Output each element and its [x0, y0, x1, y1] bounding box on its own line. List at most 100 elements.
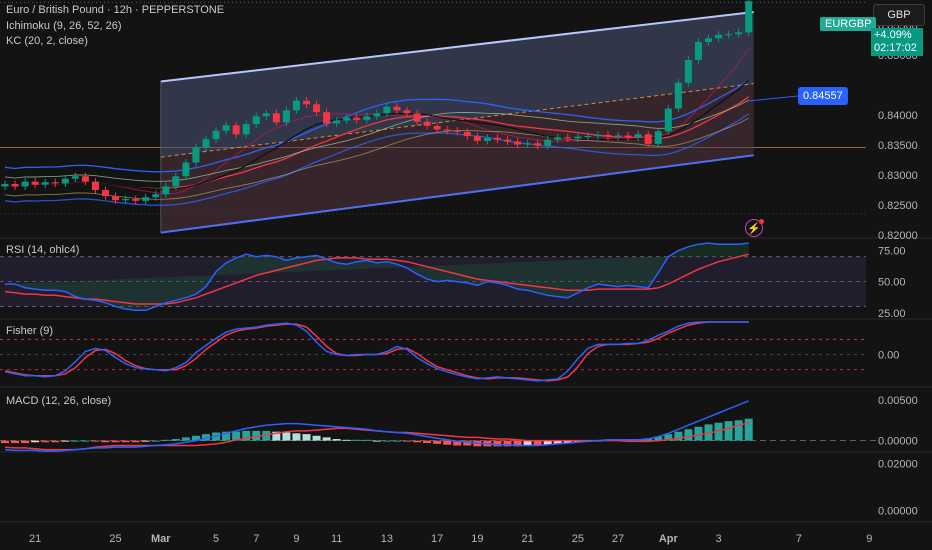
channel-upper-fill: [160, 11, 754, 158]
x-tick-label: 21: [521, 533, 533, 545]
candle-body: [152, 194, 160, 198]
candle-body: [162, 186, 170, 195]
candle-body: [91, 181, 99, 191]
candle-body: [132, 199, 140, 201]
keltner-upper-line: [4, 79, 750, 173]
legend-keltner[interactable]: KC (20, 2, close): [6, 35, 88, 47]
macd-histogram-bar: [111, 440, 120, 443]
macd-signal-line: [4, 422, 749, 451]
macd-tick-label: 0.00500: [878, 395, 918, 407]
candle-body: [654, 131, 662, 144]
macd-histogram-bar: [533, 440, 542, 446]
legend-ichimoku[interactable]: Ichimoku (9, 26, 52, 26): [6, 20, 122, 32]
candle-body: [51, 182, 59, 184]
candle-body: [483, 137, 491, 141]
macd-histogram-bar: [523, 440, 532, 446]
candle-body: [262, 113, 270, 117]
lightning-icon[interactable]: ⚡: [745, 219, 763, 237]
x-tick-label: 27: [612, 533, 624, 545]
macd-histogram-bar: [101, 440, 110, 443]
x-tick-label: 11: [331, 533, 342, 545]
macd-histogram-bar: [463, 440, 472, 446]
candle-body: [694, 41, 702, 60]
macd-histogram-bar: [272, 431, 281, 441]
fisher-pane-title[interactable]: Fisher (9): [6, 325, 54, 337]
x-tick-label: 25: [109, 533, 121, 545]
macd-histogram-bar: [413, 440, 422, 443]
macd-histogram-bar: [423, 440, 432, 444]
candle-body: [21, 181, 29, 187]
macd-histogram-bar: [543, 440, 552, 445]
x-tick-label: Apr: [659, 533, 679, 545]
rsi-tick-label: 25.00: [878, 308, 906, 320]
macd-histogram-bar: [11, 440, 20, 444]
candle-body: [604, 134, 612, 137]
macd-histogram-bar: [222, 431, 231, 441]
macd-histogram-bar: [51, 440, 60, 443]
candle-body: [1, 184, 9, 187]
macd-histogram-bar: [332, 439, 341, 441]
candle-body: [202, 139, 210, 148]
x-tick-label: 9: [293, 533, 299, 545]
candle-body: [584, 136, 592, 138]
ichimoku-span-a: [4, 99, 749, 182]
candle-body: [112, 196, 120, 201]
x-tick-label: 9: [866, 533, 872, 545]
rsi-pane-title[interactable]: RSI (14, ohlc4): [6, 244, 80, 256]
y-tick-label: 0.84000: [878, 110, 918, 122]
x-tick-label: 3: [715, 533, 721, 545]
rsi-tick-label: 50.00: [878, 277, 906, 289]
macd-histogram-bar: [664, 434, 673, 441]
candle-body: [735, 32, 743, 35]
macd-histogram-bar: [352, 439, 361, 441]
candle-body: [453, 130, 461, 132]
candle-body: [252, 116, 260, 125]
y-tick-label: 0.82500: [878, 200, 918, 212]
candle-body: [443, 129, 451, 131]
candle-body: [564, 137, 572, 139]
candle-body: [674, 82, 682, 109]
candle-body: [212, 130, 220, 140]
candle-body: [31, 181, 39, 185]
fisher-line: [4, 321, 749, 382]
macd-histogram-bar: [91, 440, 100, 442]
macd-histogram-bar: [744, 418, 753, 441]
macd-histogram-bar: [724, 421, 733, 441]
macd-pane-title[interactable]: MACD (12, 26, close): [6, 395, 112, 407]
candle-body: [383, 106, 391, 114]
candle-body: [634, 134, 642, 138]
x-tick-label: Mar: [151, 533, 171, 545]
currency-button[interactable]: GBP: [873, 4, 925, 26]
ichimoku-span-b: [4, 117, 749, 200]
candle-body: [41, 182, 49, 185]
x-tick-label: 5: [213, 533, 219, 545]
candle-body: [463, 131, 471, 137]
candle-body: [303, 100, 310, 105]
notification-dot: [759, 219, 764, 224]
macd-histogram-bar: [654, 436, 663, 441]
candle-body: [323, 112, 331, 124]
candle-body: [122, 199, 130, 201]
candle-body: [343, 117, 351, 121]
channel-lower-fill: [160, 83, 754, 233]
candle-body: [393, 106, 401, 111]
macd-histogram-bar: [312, 435, 321, 441]
candle-body: [71, 176, 79, 179]
lower-tick-label: 0.02000: [878, 459, 918, 471]
macd-histogram-bar: [342, 439, 351, 441]
candle-body: [534, 143, 542, 146]
macd-histogram-bar: [171, 439, 180, 441]
price-marker-badge[interactable]: 0.84557: [798, 87, 848, 105]
candle-body: [504, 139, 511, 142]
macd-tick-label: 0.00000: [878, 436, 918, 448]
fisher-trigger-line: [4, 321, 749, 382]
macd-histogram-bar: [322, 437, 331, 441]
candle-body: [473, 136, 481, 141]
candle-body: [644, 134, 652, 144]
macd-histogram-bar: [382, 440, 391, 442]
x-tick-label: 25: [572, 533, 584, 545]
candle-body: [433, 125, 441, 130]
macd-histogram-bar: [403, 440, 411, 442]
macd-histogram-bar: [131, 440, 140, 443]
